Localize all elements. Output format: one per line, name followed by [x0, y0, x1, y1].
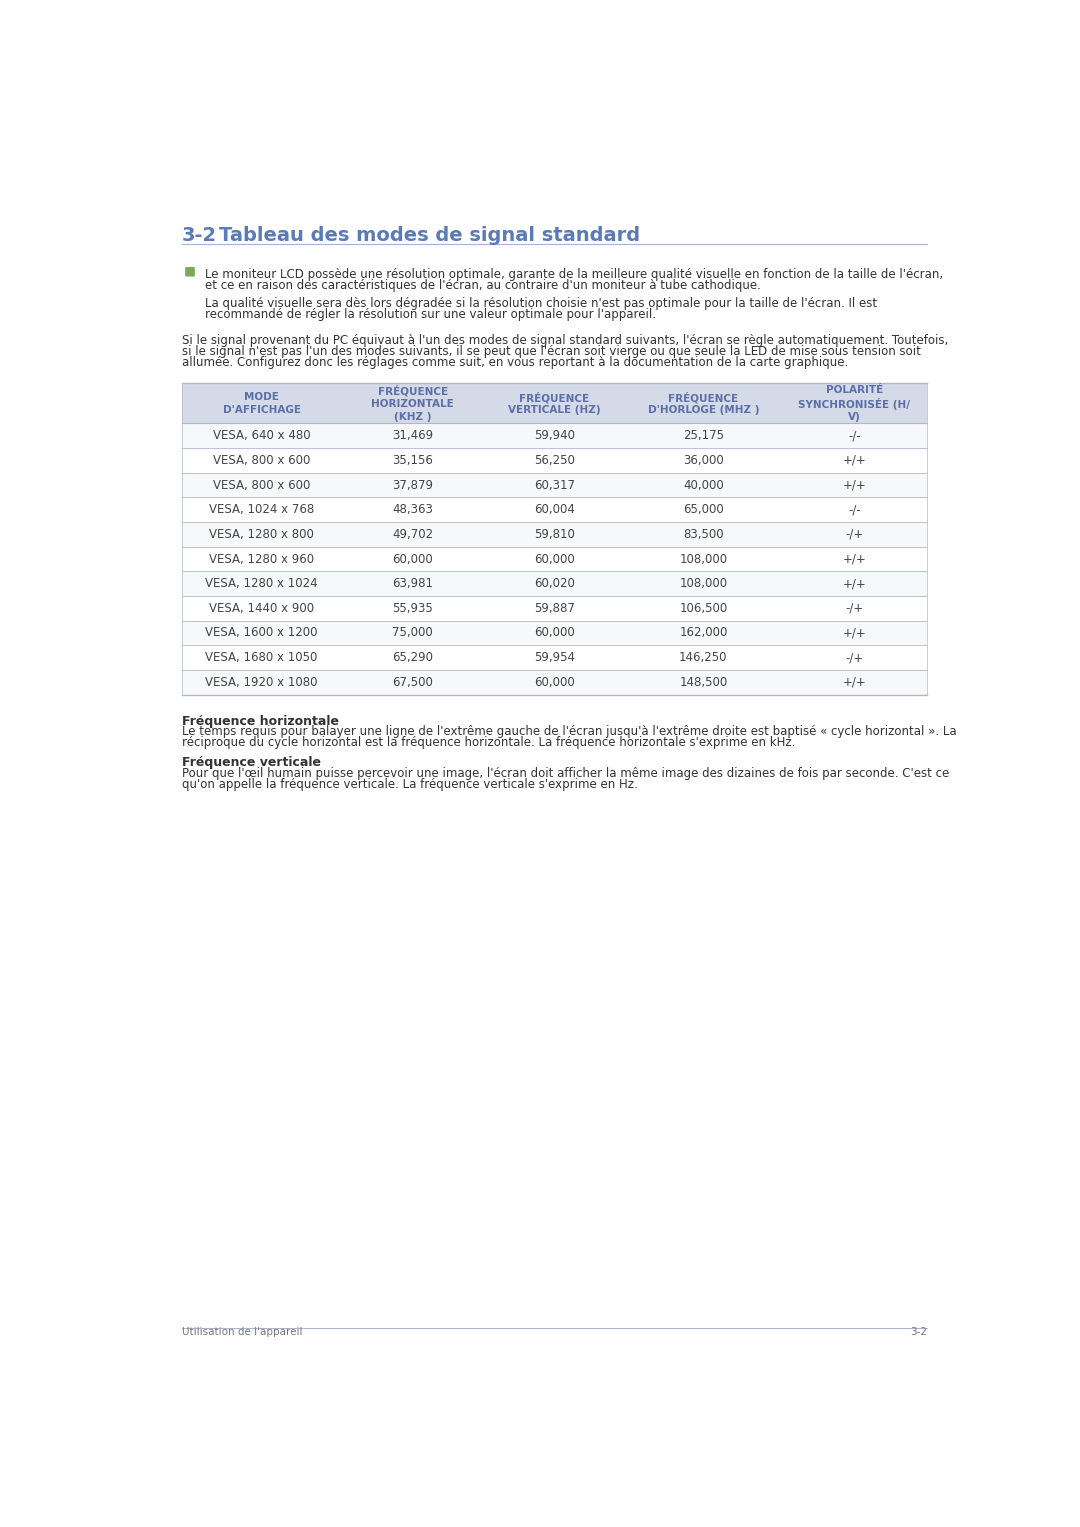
Text: allumée. Configurez donc les réglages comme suit, en vous reportant à la documen: allumée. Configurez donc les réglages co…: [181, 356, 848, 368]
Text: VESA, 1280 x 1024: VESA, 1280 x 1024: [205, 577, 318, 589]
Text: Si le signal provenant du PC équivaut à l'un des modes de signal standard suivan: Si le signal provenant du PC équivaut à …: [181, 334, 948, 347]
Text: 63,981: 63,981: [392, 577, 433, 589]
Text: VESA, 640 x 480: VESA, 640 x 480: [213, 429, 310, 443]
Text: 59,887: 59,887: [534, 602, 575, 615]
FancyBboxPatch shape: [186, 267, 194, 276]
Text: -/-: -/-: [848, 429, 861, 443]
Text: 67,500: 67,500: [392, 676, 433, 689]
Text: FRÉQUENCE
HORIZONTALE
(KHZ ): FRÉQUENCE HORIZONTALE (KHZ ): [372, 385, 454, 421]
Text: -/+: -/+: [846, 528, 864, 541]
Text: VESA, 1680 x 1050: VESA, 1680 x 1050: [205, 651, 318, 664]
Text: 108,000: 108,000: [679, 577, 728, 589]
Text: et ce en raison des caractéristiques de l'écran, au contraire d'un moniteur à tu: et ce en raison des caractéristiques de …: [205, 279, 760, 292]
Text: 60,004: 60,004: [534, 504, 575, 516]
Text: 65,290: 65,290: [392, 651, 433, 664]
Text: 37,879: 37,879: [392, 478, 433, 492]
Text: VESA, 1440 x 900: VESA, 1440 x 900: [210, 602, 314, 615]
Text: -/-: -/-: [848, 504, 861, 516]
Text: 36,000: 36,000: [683, 454, 724, 467]
Text: +/+: +/+: [842, 577, 866, 589]
Text: 106,500: 106,500: [679, 602, 728, 615]
Text: -/+: -/+: [846, 651, 864, 664]
Text: +/+: +/+: [842, 478, 866, 492]
Text: VESA, 1280 x 800: VESA, 1280 x 800: [210, 528, 314, 541]
Text: 60,020: 60,020: [534, 577, 575, 589]
Text: Pour que l'œil humain puisse percevoir une image, l'écran doit afficher la même : Pour que l'œil humain puisse percevoir u…: [181, 767, 948, 780]
Text: Tableau des modes de signal standard: Tableau des modes de signal standard: [218, 226, 639, 244]
Text: VESA, 1024 x 768: VESA, 1024 x 768: [210, 504, 314, 516]
Text: 60,000: 60,000: [534, 676, 575, 689]
Bar: [181, 423, 927, 447]
Text: 65,000: 65,000: [683, 504, 724, 516]
Text: +/+: +/+: [842, 553, 866, 565]
Text: Utilisation de l'appareil: Utilisation de l'appareil: [181, 1327, 302, 1338]
Text: 59,810: 59,810: [534, 528, 575, 541]
Text: MODE
D'AFFICHAGE: MODE D'AFFICHAGE: [222, 392, 300, 415]
Text: +/+: +/+: [842, 454, 866, 467]
Text: VESA, 1280 x 960: VESA, 1280 x 960: [210, 553, 314, 565]
Text: 25,175: 25,175: [683, 429, 724, 443]
Bar: [181, 522, 927, 547]
Text: 83,500: 83,500: [683, 528, 724, 541]
Text: 108,000: 108,000: [679, 553, 728, 565]
Text: Fréquence horizontale: Fréquence horizontale: [181, 715, 338, 727]
Text: 60,000: 60,000: [534, 553, 575, 565]
Text: qu'on appelle la fréquence verticale. La fréquence verticale s'exprime en Hz.: qu'on appelle la fréquence verticale. La…: [181, 777, 637, 791]
Text: 60,000: 60,000: [392, 553, 433, 565]
Text: 3-2: 3-2: [910, 1327, 927, 1338]
Bar: [181, 383, 927, 423]
Text: 59,954: 59,954: [534, 651, 575, 664]
Text: +/+: +/+: [842, 676, 866, 689]
Bar: [181, 498, 927, 522]
Text: FRÉQUENCE
D'HORLOGE (MHZ ): FRÉQUENCE D'HORLOGE (MHZ ): [648, 391, 759, 415]
Text: recommandé de régler la résolution sur une valeur optimale pour l'appareil.: recommandé de régler la résolution sur u…: [205, 308, 656, 321]
Bar: [181, 571, 927, 596]
Text: 60,000: 60,000: [534, 626, 575, 640]
Text: -/+: -/+: [846, 602, 864, 615]
Text: VESA, 1920 x 1080: VESA, 1920 x 1080: [205, 676, 318, 689]
Text: 56,250: 56,250: [534, 454, 575, 467]
Text: POLARITÉ
SYNCHRONISÉE (H/
V): POLARITÉ SYNCHRONISÉE (H/ V): [798, 385, 910, 421]
Text: 60,317: 60,317: [534, 478, 575, 492]
Bar: [181, 447, 927, 473]
Text: VESA, 1600 x 1200: VESA, 1600 x 1200: [205, 626, 318, 640]
Text: 40,000: 40,000: [683, 478, 724, 492]
Text: +/+: +/+: [842, 626, 866, 640]
Text: Le moniteur LCD possède une résolution optimale, garante de la meilleure qualité: Le moniteur LCD possède une résolution o…: [205, 267, 943, 281]
Text: 48,363: 48,363: [392, 504, 433, 516]
Text: Fréquence verticale: Fréquence verticale: [181, 756, 321, 770]
Text: Le temps requis pour balayer une ligne de l'extrême gauche de l'écran jusqu'à l': Le temps requis pour balayer une ligne d…: [181, 725, 956, 739]
Bar: [181, 646, 927, 670]
Text: 3-2: 3-2: [181, 226, 217, 244]
Text: VESA, 800 x 600: VESA, 800 x 600: [213, 454, 310, 467]
Text: réciproque du cycle horizontal est la fréquence horizontale. La fréquence horizo: réciproque du cycle horizontal est la fr…: [181, 736, 795, 750]
Bar: [181, 473, 927, 498]
Bar: [181, 596, 927, 620]
Text: 146,250: 146,250: [679, 651, 728, 664]
Text: FRÉQUENCE
VERTICALE (HZ): FRÉQUENCE VERTICALE (HZ): [508, 391, 600, 415]
Bar: [181, 620, 927, 646]
Text: 35,156: 35,156: [392, 454, 433, 467]
Text: 31,469: 31,469: [392, 429, 433, 443]
Text: 75,000: 75,000: [392, 626, 433, 640]
Text: VESA, 800 x 600: VESA, 800 x 600: [213, 478, 310, 492]
Text: 148,500: 148,500: [679, 676, 728, 689]
Text: 55,935: 55,935: [392, 602, 433, 615]
Text: 49,702: 49,702: [392, 528, 433, 541]
Text: La qualité visuelle sera dès lors dégradée si la résolution choisie n'est pas op: La qualité visuelle sera dès lors dégrad…: [205, 298, 877, 310]
Bar: [181, 670, 927, 695]
Text: 162,000: 162,000: [679, 626, 728, 640]
Bar: [181, 547, 927, 571]
Text: 59,940: 59,940: [534, 429, 575, 443]
Text: si le signal n'est pas l'un des modes suivants, il se peut que l'écran soit vier: si le signal n'est pas l'un des modes su…: [181, 345, 920, 357]
